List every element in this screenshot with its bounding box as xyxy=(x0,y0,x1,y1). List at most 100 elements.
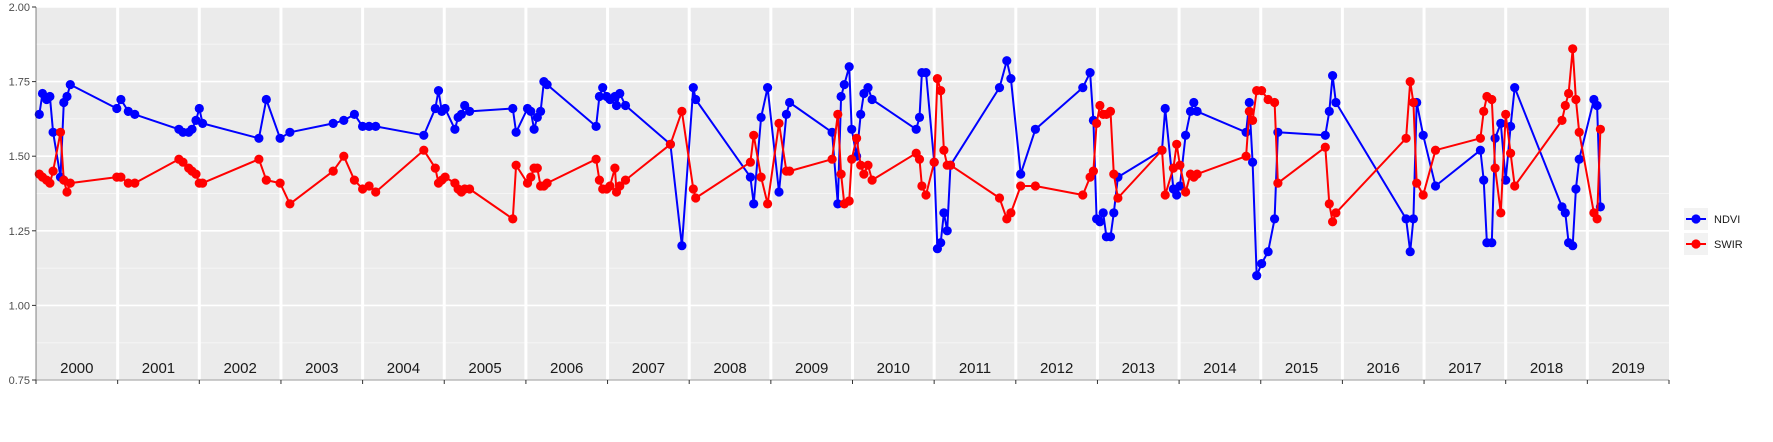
data-point xyxy=(749,130,759,140)
year-label: 2003 xyxy=(305,360,338,377)
data-point xyxy=(921,68,931,78)
data-point xyxy=(1418,130,1428,140)
data-point xyxy=(65,80,75,90)
data-point xyxy=(1030,124,1040,134)
data-point xyxy=(1592,100,1602,111)
data-point xyxy=(785,166,795,176)
data-point xyxy=(833,109,843,119)
data-point xyxy=(1490,133,1500,143)
data-point xyxy=(839,80,849,90)
data-point xyxy=(867,175,877,185)
data-point xyxy=(1475,133,1485,143)
data-point xyxy=(1328,217,1338,227)
data-point xyxy=(852,133,862,143)
data-point xyxy=(1172,190,1182,200)
data-point xyxy=(1560,100,1570,111)
data-point xyxy=(745,172,756,182)
data-point xyxy=(688,83,698,93)
year-label: 2011 xyxy=(959,360,991,377)
data-point xyxy=(34,109,44,119)
data-point xyxy=(1088,166,1098,176)
data-point xyxy=(1320,142,1330,152)
data-point xyxy=(932,74,943,84)
data-point xyxy=(1430,181,1441,191)
legend: NDVI SWIR xyxy=(1684,208,1743,255)
year-label: 2004 xyxy=(387,360,420,377)
data-point xyxy=(936,86,946,96)
data-point xyxy=(508,214,518,224)
year-label: 2018 xyxy=(1530,360,1563,377)
data-point xyxy=(1479,175,1489,185)
data-point xyxy=(1160,190,1170,200)
year-label: 2000 xyxy=(60,360,93,377)
data-point xyxy=(1557,115,1567,125)
data-point xyxy=(526,172,536,182)
data-point xyxy=(440,103,450,114)
data-point xyxy=(1016,169,1026,179)
year-label: 2012 xyxy=(1040,360,1073,377)
legend-label: NDVI xyxy=(1714,214,1740,226)
data-point xyxy=(847,124,857,134)
data-point xyxy=(1568,241,1578,251)
data-point xyxy=(1241,151,1251,161)
data-point xyxy=(605,181,615,191)
year-labels: 2000 2001 2002 2003 2004 2005 2006 2007 2008 2009… xyxy=(60,360,1645,377)
year-label: 2007 xyxy=(632,360,665,377)
data-point xyxy=(1510,181,1520,191)
data-point xyxy=(1248,157,1258,167)
data-point xyxy=(745,157,756,167)
data-point xyxy=(433,86,444,96)
data-point xyxy=(1412,178,1422,188)
data-point xyxy=(1172,139,1182,149)
data-point xyxy=(328,166,338,176)
data-point xyxy=(774,187,784,197)
data-point xyxy=(1192,106,1202,116)
data-point xyxy=(430,163,440,173)
year-label: 2009 xyxy=(795,360,828,377)
data-point xyxy=(339,115,349,125)
data-point xyxy=(1181,187,1191,197)
data-point xyxy=(254,133,264,143)
series-swir xyxy=(34,44,1605,227)
data-point xyxy=(1320,130,1330,140)
data-point xyxy=(847,154,857,164)
data-point xyxy=(1244,97,1254,108)
data-point xyxy=(1252,271,1262,281)
data-point xyxy=(591,121,601,131)
data-point xyxy=(1401,214,1411,224)
data-point xyxy=(1078,190,1088,200)
data-point xyxy=(1405,77,1415,87)
y-tick-label: 1.50 xyxy=(9,151,30,163)
data-point xyxy=(1475,145,1485,155)
data-point xyxy=(763,83,773,93)
data-point xyxy=(1273,127,1283,137)
data-point xyxy=(1331,208,1341,218)
data-point xyxy=(611,100,622,111)
data-point xyxy=(856,160,866,170)
data-point xyxy=(1595,124,1605,134)
data-point xyxy=(749,199,759,209)
data-point xyxy=(756,112,766,122)
data-point xyxy=(856,109,866,119)
data-point xyxy=(1496,118,1506,128)
data-point xyxy=(1175,181,1185,191)
data-point xyxy=(1408,214,1418,224)
data-point xyxy=(1095,100,1105,111)
data-point xyxy=(123,178,133,188)
data-point xyxy=(1241,127,1251,137)
data-point xyxy=(863,83,873,93)
data-point xyxy=(45,91,55,102)
data-point xyxy=(615,88,625,99)
data-point xyxy=(511,160,521,170)
data-point xyxy=(536,106,546,116)
data-point xyxy=(191,169,201,179)
data-point xyxy=(349,175,359,185)
data-point xyxy=(859,169,869,179)
data-point xyxy=(48,127,58,137)
data-point xyxy=(677,106,687,116)
data-point xyxy=(594,175,605,185)
data-point xyxy=(1192,169,1202,179)
series-group xyxy=(34,44,1605,281)
data-point xyxy=(542,80,552,90)
data-point xyxy=(1085,68,1095,78)
